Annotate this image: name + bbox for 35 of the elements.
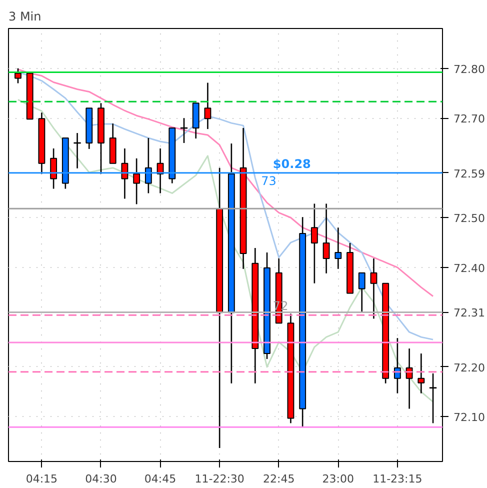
y-tick-label: 72.20 — [454, 361, 485, 374]
annotation: 72 — [272, 299, 288, 314]
x-tick-label: 04:45 — [144, 472, 176, 486]
x-tick-label: 11-22:30 — [194, 472, 244, 486]
chart-title: 3 Min — [8, 10, 42, 24]
candlestick — [322, 203, 330, 274]
x-tick-label: 22:45 — [263, 472, 295, 486]
y-tick-label: 72.40 — [454, 262, 485, 275]
annotation: 73 — [261, 174, 276, 188]
y-tick-label: 72.10 — [454, 411, 485, 424]
y-tick-label: 72.70 — [454, 112, 485, 126]
candlestick — [14, 68, 22, 84]
ref-line-label: 72.31 — [454, 306, 485, 320]
annotation: $0.28 — [272, 156, 311, 171]
candlestick — [428, 372, 438, 424]
candlestick — [144, 137, 152, 194]
x-tick-label: 04:15 — [26, 472, 58, 486]
x-tick-label: 04:30 — [85, 472, 117, 486]
line-series — [17, 98, 434, 403]
x-tick-label: 11-23:15 — [372, 472, 422, 486]
candlestick — [50, 148, 58, 190]
candlestick — [310, 203, 318, 284]
line-series — [17, 68, 434, 298]
candlestick — [334, 226, 342, 270]
y-tick-label: 72.80 — [454, 62, 485, 76]
candlestick — [358, 272, 366, 314]
candlestick — [406, 348, 413, 410]
candlestick — [133, 158, 140, 205]
candlestick — [121, 148, 128, 200]
candlestick — [204, 82, 212, 130]
candlestick — [370, 258, 378, 320]
y-tick-label: 72.50 — [454, 212, 485, 226]
x-tick-label: 23:00 — [322, 472, 354, 486]
candlestick — [418, 352, 425, 394]
ref-line-label: 72.59 — [454, 167, 485, 180]
